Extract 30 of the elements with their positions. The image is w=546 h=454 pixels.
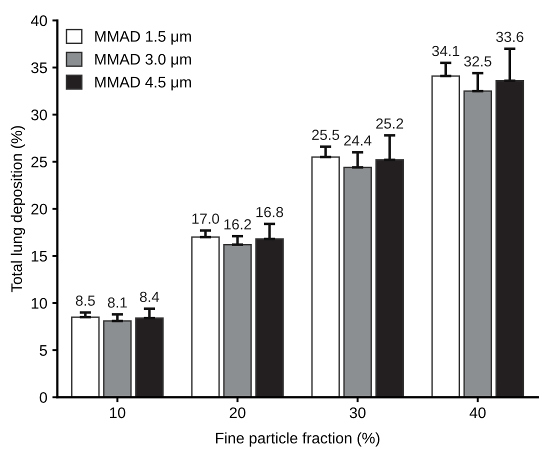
y-tick-label: 40 [30, 15, 48, 26]
data-label: 25.2 [376, 118, 404, 129]
legend-label: MMAD 4.5 μm [95, 76, 191, 90]
data-label: 17.0 [192, 214, 220, 224]
x-tick-label: 10 [110, 407, 126, 418]
data-label: 32.5 [464, 56, 492, 67]
data-label: 25.5 [312, 130, 340, 140]
y-tick-label: 0 [40, 392, 48, 403]
y-tick-label: 10 [32, 298, 48, 309]
y-axis-title: Total lung deposition (%) [10, 126, 26, 292]
data-label: 16.2 [224, 219, 251, 230]
y-tick-label: 5 [40, 345, 47, 356]
legend-label: MMAD 1.5 μm [95, 31, 191, 45]
data-label: 34.1 [432, 46, 460, 56]
y-tick-label: 15 [32, 250, 47, 262]
data-label: 24.4 [344, 135, 372, 146]
data-label: 8.4 [140, 292, 160, 302]
y-tick-label: 20 [31, 204, 48, 215]
y-tick-label: 30 [31, 110, 48, 120]
legend-label: MMAD 3.0 μm [95, 54, 191, 68]
data-label: 8.1 [108, 297, 127, 308]
x-tick-label: 40 [470, 407, 486, 418]
data-label: 33.6 [496, 32, 524, 42]
x-axis-title: Fine particle fraction (%) [216, 432, 380, 447]
y-tick-label: 35 [31, 62, 47, 74]
y-tick-label: 25 [31, 156, 47, 168]
x-tick-label: 20 [230, 407, 246, 418]
data-label: 8.5 [76, 295, 95, 306]
data-label: 16.8 [256, 206, 284, 218]
x-tick-label: 30 [350, 407, 366, 418]
